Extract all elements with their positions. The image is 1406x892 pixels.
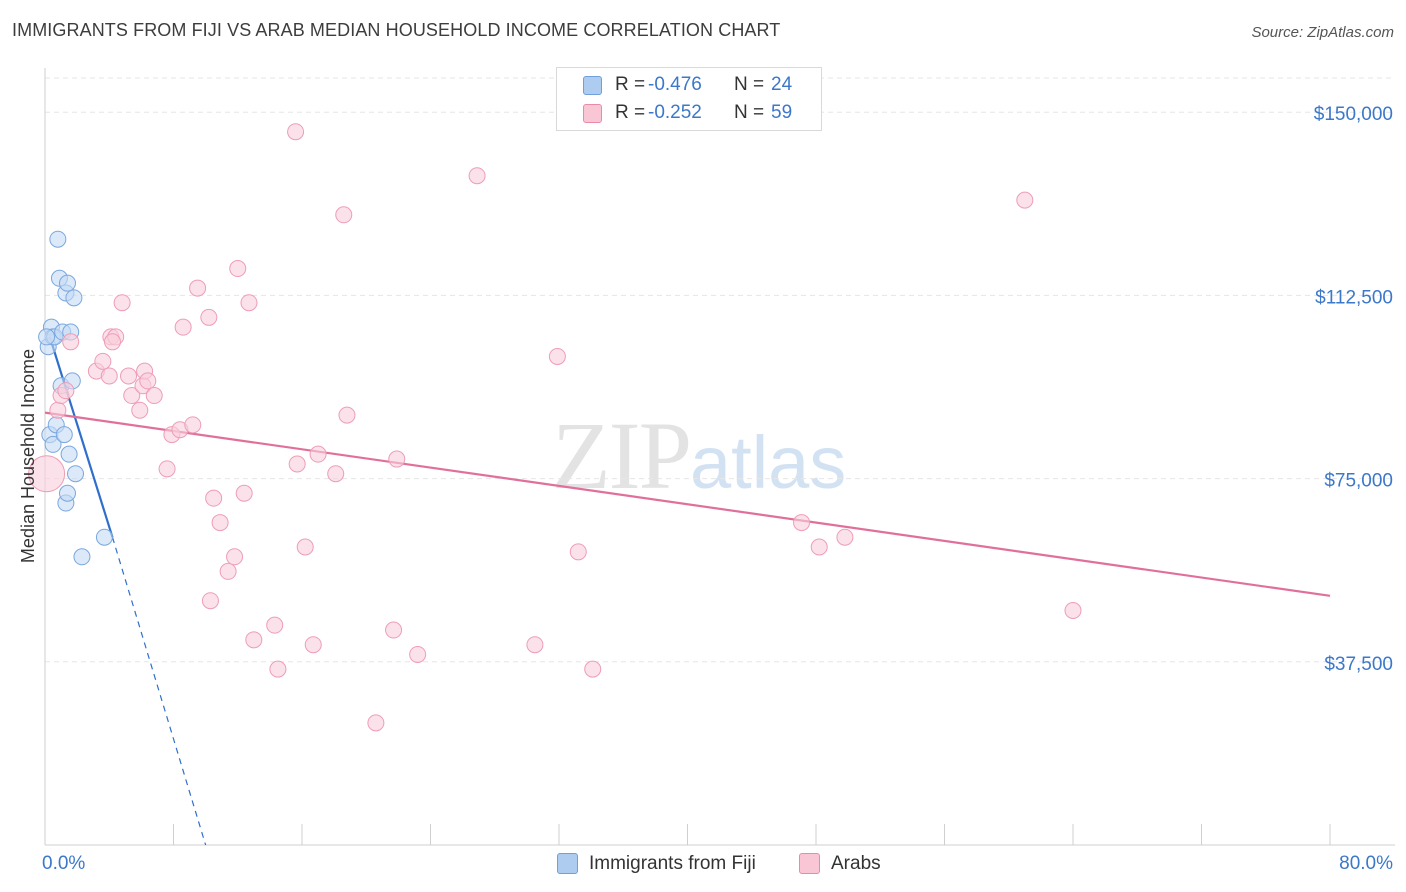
- arab-point: [94, 352, 112, 370]
- legend-label-arabs: Arabs: [831, 853, 881, 874]
- arab-trend-line: [44, 411, 1331, 597]
- n-value: 24: [771, 74, 793, 95]
- arab-point: [409, 645, 427, 663]
- arab-point: [120, 367, 138, 385]
- n-value: 59: [771, 102, 793, 123]
- fiji-swatch: [583, 76, 602, 95]
- arab-point: [205, 489, 223, 507]
- arab-point: [28, 455, 66, 493]
- arab-point: [548, 347, 566, 365]
- arab-point: [288, 455, 306, 473]
- arab-point: [388, 450, 406, 468]
- arab-point: [235, 484, 253, 502]
- tick-labels: $37,500 $75,000 $112,500 $150,000 0.0% 80.0%: [42, 104, 1393, 874]
- arab-point: [569, 543, 587, 561]
- watermark-atlas: atlas: [690, 421, 847, 504]
- arab-point: [49, 401, 67, 419]
- grid: [45, 77, 1395, 663]
- arab-point: [184, 416, 202, 434]
- arab-point: [793, 514, 811, 532]
- arab-point: [158, 460, 176, 478]
- fiji-trend-line: [48, 336, 114, 538]
- arab-point: [1016, 191, 1034, 209]
- arab-point: [189, 279, 207, 297]
- arab-point: [1064, 602, 1082, 620]
- arab-point: [526, 636, 544, 654]
- arab-point: [327, 465, 345, 483]
- arab-point: [266, 616, 284, 634]
- r-value: -0.252: [648, 102, 702, 123]
- x-tick-label-max: 80.0%: [1339, 853, 1393, 874]
- arab-point: [229, 260, 247, 278]
- n-label: N =: [734, 74, 765, 95]
- fiji-point: [65, 289, 83, 307]
- data-points: [28, 123, 1082, 732]
- arab-point: [226, 548, 244, 566]
- arab-point: [219, 562, 237, 580]
- y-axis-label: Median Household Income: [18, 349, 38, 563]
- x-tick-label-min: 0.0%: [42, 853, 85, 874]
- r-label: R =: [615, 74, 646, 95]
- arab-point: [240, 294, 258, 312]
- arab-point: [245, 631, 263, 649]
- y-tick-label: $37,500: [1324, 654, 1393, 675]
- fiji-point: [58, 274, 76, 292]
- fiji-point: [44, 435, 62, 453]
- fiji-point: [38, 328, 56, 346]
- arab-point: [211, 514, 229, 532]
- chart-title: IMMIGRANTS FROM FIJI VS ARAB MEDIAN HOUS…: [12, 20, 781, 40]
- arab-point: [200, 308, 218, 326]
- zipatlas-watermark: ZIPatlas: [552, 400, 846, 511]
- y-tick-label: $150,000: [1314, 104, 1393, 125]
- arab-point: [468, 167, 486, 185]
- arab-point: [367, 714, 385, 732]
- arab-point: [304, 636, 322, 654]
- fiji-trend-extension: [111, 537, 207, 846]
- legend-swatch-arabs: [799, 853, 820, 874]
- y-tick-label: $75,000: [1324, 471, 1393, 492]
- arab-point: [385, 621, 403, 639]
- arab-point: [57, 382, 75, 400]
- r-value: -0.476: [648, 74, 702, 95]
- arab-point: [174, 318, 192, 336]
- arab-point: [309, 445, 327, 463]
- arabs-swatch: [583, 104, 602, 123]
- arab-point: [62, 333, 80, 351]
- fiji-point: [49, 230, 67, 248]
- legend-label-fiji: Immigrants from Fiji: [589, 853, 756, 874]
- stats-box: R = -0.476 N = 24 R = -0.252 N = 59: [556, 67, 822, 131]
- arab-point: [145, 387, 163, 405]
- y-tick-label: $112,500: [1315, 287, 1393, 308]
- arab-point: [139, 372, 157, 390]
- r-label: R =: [615, 102, 646, 123]
- fiji-point: [95, 528, 113, 546]
- legend-swatch-fiji: [557, 853, 578, 874]
- fiji-point: [55, 426, 73, 444]
- arab-point: [131, 401, 149, 419]
- watermark-zip: ZIP: [552, 402, 692, 509]
- arab-point: [338, 406, 356, 424]
- arab-point: [201, 592, 219, 610]
- fiji-point: [67, 465, 85, 483]
- arab-point: [296, 538, 314, 556]
- fiji-point: [58, 484, 76, 502]
- arab-point: [836, 528, 854, 546]
- arab-point: [287, 123, 305, 141]
- axes: [44, 68, 1395, 846]
- arab-point: [103, 333, 121, 351]
- arab-point: [269, 660, 287, 678]
- arab-point: [113, 294, 131, 312]
- chart-source: Source: ZipAtlas.com: [1251, 24, 1394, 41]
- arab-point: [123, 387, 141, 405]
- fiji-point: [60, 445, 78, 463]
- arab-point: [335, 206, 353, 224]
- fiji-point: [73, 548, 91, 566]
- arab-point: [100, 367, 118, 385]
- arab-point: [810, 538, 828, 556]
- n-label: N =: [734, 102, 765, 123]
- arab-point: [584, 660, 602, 678]
- trend-lines: [44, 336, 1331, 846]
